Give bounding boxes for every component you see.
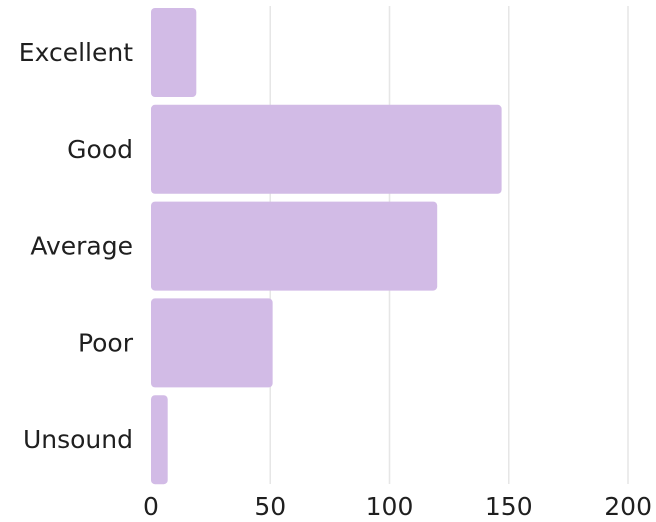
x-tick-label-50: 50 xyxy=(254,492,286,521)
x-tick-label-150: 150 xyxy=(485,492,533,521)
category-label-excellent: Excellent xyxy=(19,38,133,67)
category-label-average: Average xyxy=(30,232,133,261)
bar-good xyxy=(151,104,502,194)
x-tick-label-0: 0 xyxy=(143,492,159,521)
bar-unsound xyxy=(151,395,168,485)
category-label-unsound: Unsound xyxy=(23,425,133,454)
bar-poor xyxy=(151,298,273,388)
x-tick-labels: 0 50 100 150 200 xyxy=(143,492,652,521)
category-label-good: Good xyxy=(67,135,133,164)
bar-excellent xyxy=(151,8,197,97)
bars xyxy=(151,8,502,485)
bar-average xyxy=(151,201,438,291)
category-label-poor: Poor xyxy=(78,328,134,357)
category-labels: Excellent Good Average Poor Unsound xyxy=(19,38,134,454)
x-tick-label-200: 200 xyxy=(604,492,652,521)
x-tick-label-100: 100 xyxy=(366,492,414,521)
